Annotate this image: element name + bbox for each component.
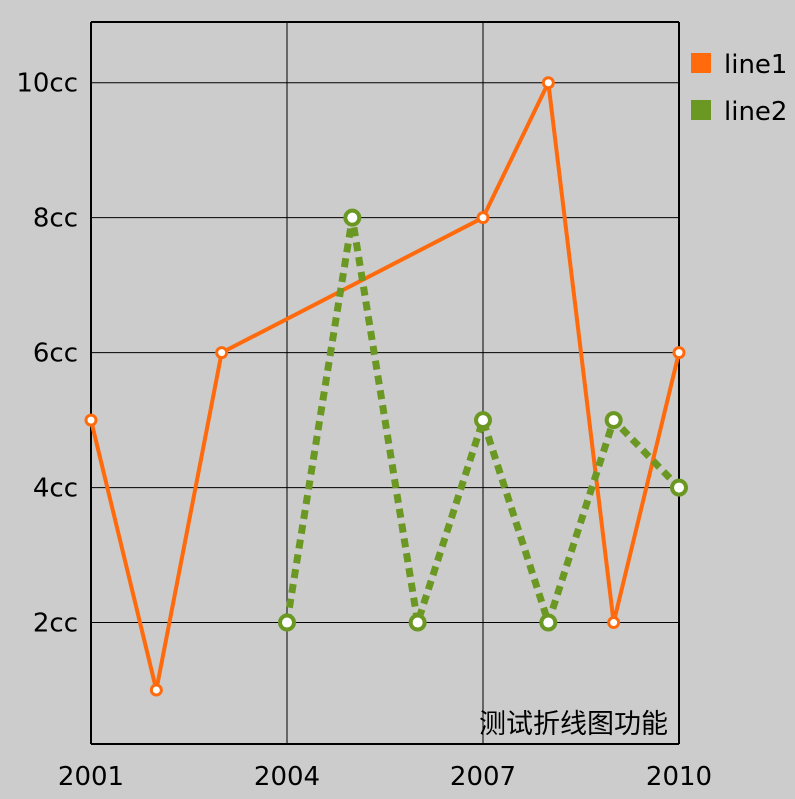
x-tick-label: 2004 [254, 762, 320, 792]
legend-swatch-line1 [691, 53, 711, 73]
data-point [343, 208, 362, 227]
x-tick-label: 2007 [450, 762, 516, 792]
data-point [672, 346, 686, 360]
data-point [607, 616, 621, 630]
chart-annotation: 测试折线图功能 [479, 709, 668, 740]
legend-label-line2: line2 [724, 97, 787, 127]
data-point [539, 613, 558, 632]
x-tick-label: 2010 [646, 762, 712, 792]
y-tick-label: 6cc [33, 339, 78, 369]
data-point [670, 478, 688, 497]
legend: line1 line2 [691, 50, 787, 127]
series-line1 [84, 76, 686, 697]
data-point [408, 613, 427, 632]
data-point [541, 76, 555, 90]
data-point [474, 411, 492, 430]
grid [90, 22, 680, 744]
data-point [604, 411, 623, 430]
legend-label-line1: line1 [724, 50, 787, 80]
series-layer [84, 76, 688, 697]
x-tick-label: 2001 [58, 762, 124, 792]
series-line-line1 [89, 80, 681, 693]
data-point [278, 613, 296, 632]
y-tick-label: 8cc [33, 204, 78, 234]
y-tick-label: 2cc [33, 609, 78, 639]
data-point [215, 346, 229, 360]
y-tick-label: 10cc [16, 69, 78, 99]
data-point [476, 211, 490, 225]
data-point [149, 683, 163, 697]
data-point [84, 413, 98, 427]
legend-swatch-line2 [691, 100, 711, 120]
series-line2 [278, 208, 688, 632]
axes [90, 21, 680, 745]
tick-labels: 2cc 4cc 6cc 8cc 10cc 2001 2004 2007 2010 [16, 69, 712, 792]
y-tick-label: 4cc [33, 474, 78, 504]
